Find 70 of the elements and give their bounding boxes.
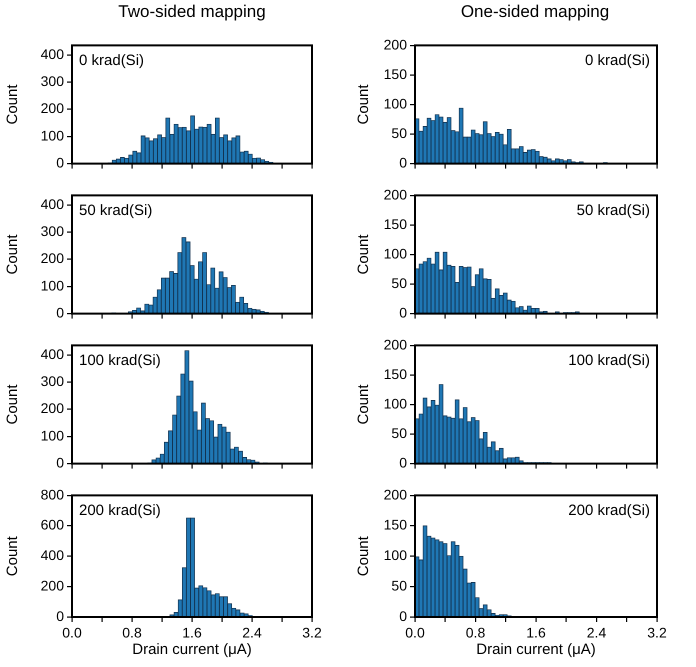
y-tick-label: 400 [40,46,64,62]
annotation: 100 krad(Si) [568,352,650,370]
annotation: 50 krad(Si) [576,202,650,220]
y-tick-label: 150 [384,216,408,232]
y-tick-label: 50 [391,124,408,141]
y-tick-label: 800 [40,486,64,502]
y-tick-label: 100 [384,95,408,112]
y-tick-label: 200 [40,250,64,266]
y-tick-label: 300 [40,222,64,239]
y-tick-label: 100 [384,245,408,262]
chart-title: One-sided mapping [460,2,610,22]
y-tick-label: 100 [40,127,64,144]
x-tick-label: 2.4 [586,624,606,640]
y-tick-label: 0 [399,608,408,624]
y-tick-label: 200 [384,36,408,52]
y-axis-title: Count [355,234,372,275]
y-tick-label: 100 [40,427,64,444]
y-tick-label: 100 [384,395,408,412]
y-tick-label: 150 [384,66,408,82]
y-tick-label: 200 [384,336,408,352]
annotation: 0 krad(Si) [584,52,650,70]
y-tick-label: 200 [384,486,408,502]
x-tick-label: 3.2 [302,624,322,640]
y-tick-label: 100 [384,547,408,564]
y-tick-label: 400 [40,196,64,212]
y-tick-label: 200 [40,577,64,594]
y-tick-label: 300 [40,372,64,389]
x-tick-label: 1.6 [526,624,546,640]
y-tick-label: 0 [56,154,64,170]
x-tick-label: 0.0 [62,624,82,640]
y-tick-label: 400 [40,547,64,564]
y-tick-label: 0 [399,154,408,170]
y-tick-label: 50 [391,274,408,291]
y-tick-label: 0 [56,304,64,320]
y-tick-label: 0 [399,454,408,470]
y-tick-label: 600 [40,516,64,533]
y-axis-title: Count [355,84,372,125]
y-tick-label: 400 [40,346,64,362]
y-tick-label: 200 [384,186,408,202]
y-tick-label: 0 [56,608,64,624]
x-tick-label: 3.2 [647,624,667,640]
y-tick-label: 200 [40,100,64,116]
y-tick-label: 0 [399,304,408,320]
y-axis-title: Count [355,535,372,576]
y-tick-label: 300 [40,72,64,89]
x-axis-title: Drain current (μA) [476,641,596,658]
chart-title: Two-sided mapping [117,2,267,22]
y-tick-label: 100 [40,277,64,294]
annotation: 0 krad(Si) [79,52,144,70]
x-axis-title: Drain current (μA) [132,641,252,658]
y-axis-title: Count [355,384,372,425]
y-tick-label: 200 [40,400,64,416]
x-tick-label: 0.8 [466,624,486,640]
y-tick-label: 0 [56,454,64,470]
y-axis-title: Count [4,535,22,576]
annotation: 200 krad(Si) [568,502,650,520]
y-tick-label: 50 [391,424,408,441]
y-tick-label: 150 [384,516,408,533]
y-axis-title: Count [4,234,22,275]
y-tick-label: 150 [384,366,408,382]
x-tick-label: 2.4 [242,624,262,640]
annotation: 200 krad(Si) [79,502,161,520]
x-tick-label: 0.0 [405,624,425,640]
y-axis-title: Count [4,384,22,425]
y-axis-title: Count [4,84,22,125]
y-tick-label: 50 [391,577,408,594]
x-tick-label: 0.8 [122,624,142,640]
annotation: 100 krad(Si) [79,352,161,370]
x-tick-label: 1.6 [182,624,202,640]
annotation: 50 krad(Si) [79,202,152,220]
